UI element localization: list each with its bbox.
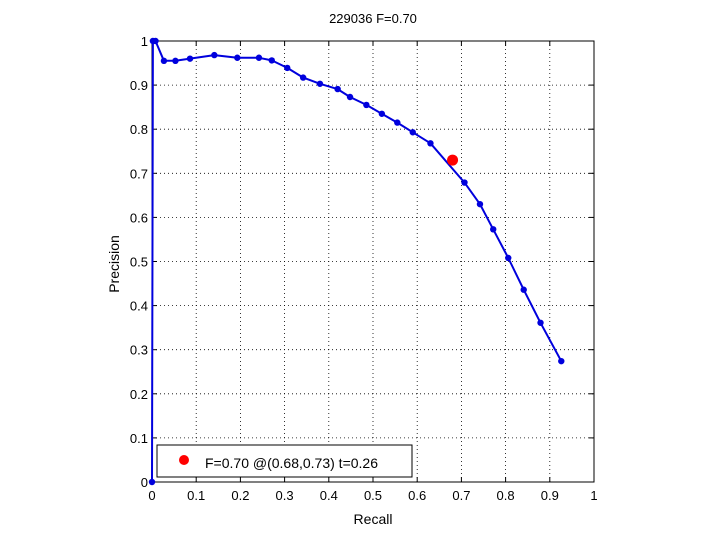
data-point [172,57,179,65]
data-point [152,37,159,45]
x-tick-label: 0.8 [497,488,515,503]
data-point [284,64,291,72]
data-point [148,478,156,486]
best-f-point [447,154,459,166]
x-tick-label: 0.9 [541,488,559,503]
y-tick-label: 0.7 [130,166,148,181]
x-tick-label: 0.7 [452,488,470,503]
data-point [394,119,401,126]
data-point [299,74,307,81]
x-tick-label: 0 [148,488,155,503]
data-point [461,179,468,186]
x-tick-label: 0.4 [320,488,338,503]
plot-area: 0 0.1 0.2 0.3 0.4 0.5 0.6 0.7 0.8 0.9 1 0 0.1 0.2 0.3 0… [130,34,598,503]
x-tick-label: 0.6 [408,488,426,503]
y-tick-label: 0.5 [130,255,148,270]
data-point [211,51,218,59]
legend-frame [156,444,413,478]
data-point [334,85,341,93]
data-point [316,80,324,87]
legend-marker [179,455,189,465]
data-point [476,200,484,208]
y-tick-label: 0.8 [130,122,148,137]
data-point [520,286,527,293]
data-point [558,357,565,365]
data-point [234,54,241,61]
data-point [160,57,168,65]
data-point [363,101,370,109]
data-point [255,54,263,61]
data-point [490,226,497,233]
y-tick-label: 0.9 [130,78,148,93]
legend: F=0.70 @(0.68,0.73) t=0.26 [156,444,413,478]
x-tick-label: 0.1 [187,488,205,503]
x-axis-label: Recall [354,511,393,527]
y-tick-label: 0.1 [130,431,148,446]
data-point [505,254,512,262]
x-tick-label: 0.3 [276,488,294,503]
data-point [346,93,354,101]
y-axis-label: Precision [106,235,122,293]
x-tick-label: 0.2 [231,488,249,503]
data-point [268,57,275,64]
y-tick-label: 0 [141,475,148,490]
y-tick-label: 1 [141,34,148,49]
legend-label: F=0.70 @(0.68,0.73) t=0.26 [205,455,378,471]
chart-title: 229036 F=0.70 [329,11,417,26]
x-tick-label: 0.5 [364,488,382,503]
y-tick-label: 0.4 [130,299,148,314]
data-point [378,110,386,117]
y-tick-label: 0.6 [130,210,148,225]
data-point [427,140,434,147]
data-point [537,319,544,326]
data-point [409,129,416,136]
data-point [186,55,194,62]
y-tick-label: 0.3 [130,343,148,358]
x-tick-label: 1 [590,488,597,503]
y-tick-label: 0.2 [130,387,148,402]
